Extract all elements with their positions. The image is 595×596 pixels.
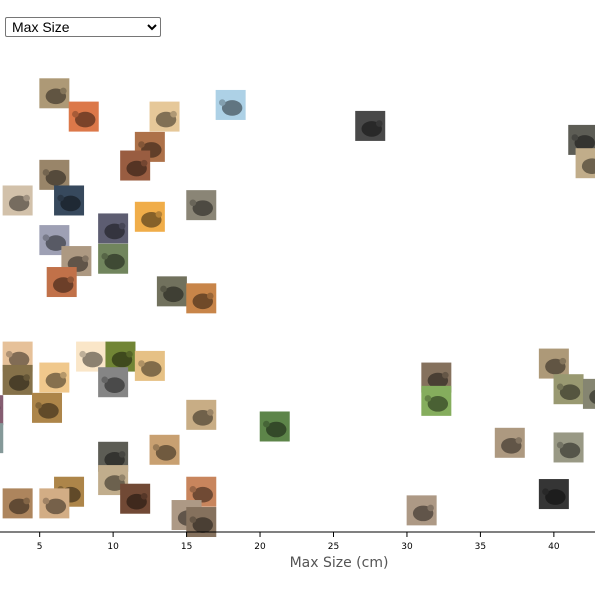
tortoise-photo-point[interactable] [186,399,217,430]
x-tick-label: 25 [328,542,339,552]
tortoise-photo-point[interactable] [215,89,246,120]
sort-by-select[interactable]: Max Size [5,17,161,37]
tortoise-photo-point[interactable] [406,495,437,526]
tortoise-photo-point[interactable] [582,378,595,409]
x-axis: 5 10 15 20 25 30 35 40 Max Size (cm) [0,531,595,571]
tortoise-photo-point[interactable] [76,341,107,372]
tortoise-photo-point[interactable] [355,110,386,141]
tortoise-photo-point[interactable] [120,150,151,181]
tortoise-photo-point[interactable] [54,185,85,216]
tortoise-photo-point[interactable] [553,374,584,405]
tortoise-photo-point[interactable] [39,362,70,393]
tortoise-photo-point[interactable] [186,283,217,314]
tortoise-photo-point[interactable] [98,213,129,244]
x-tick-label: 10 [107,542,119,552]
tortoise-photo-point[interactable] [0,395,4,426]
x-axis-title: Max Size (cm) [290,555,389,571]
x-tick-label: 20 [254,542,266,552]
tortoise-photo-point[interactable] [494,427,525,458]
tortoise-photo-point[interactable] [2,488,33,519]
x-tick-label: 15 [181,542,192,552]
tortoise-photo-point[interactable] [538,348,569,379]
x-tick-label: 5 [37,542,43,552]
tortoise-photo-point[interactable] [46,267,77,298]
tortoise-photo-point[interactable] [68,101,99,132]
tortoise-photo-point[interactable] [105,341,136,372]
tortoise-photo-point[interactable] [134,201,165,232]
tortoise-photo-point[interactable] [421,385,452,416]
tortoise-photo-point[interactable] [156,276,187,307]
tortoise-photo-point[interactable] [98,367,129,398]
tortoise-photo-point[interactable] [259,411,290,442]
tortoise-photo-point[interactable] [2,185,33,216]
tortoise-photo-point[interactable] [39,488,70,519]
tortoise-photo-point[interactable] [120,483,151,514]
tortoise-photo-point[interactable] [186,190,217,221]
x-tick-label: 30 [401,542,413,552]
tortoise-photo-point[interactable] [186,507,217,538]
tortoise-photo-point[interactable] [0,423,4,454]
tortoise-photo-point[interactable] [553,432,584,463]
tortoise-photo-point[interactable] [98,243,129,274]
tortoise-photo-point[interactable] [39,159,70,190]
tortoise-photo-point[interactable] [149,101,180,132]
tortoise-photo-point[interactable] [39,78,70,109]
point-layer [0,78,595,538]
x-tick-label: 35 [475,542,486,552]
tortoise-photo-point[interactable] [575,148,595,179]
x-tick-label: 40 [548,542,560,552]
tortoise-photo-point[interactable] [32,392,63,423]
tortoise-photo-point[interactable] [538,479,569,510]
tortoise-photo-point[interactable] [2,364,33,395]
tortoise-photo-point[interactable] [134,350,165,381]
tortoise-photo-point[interactable] [149,434,180,465]
